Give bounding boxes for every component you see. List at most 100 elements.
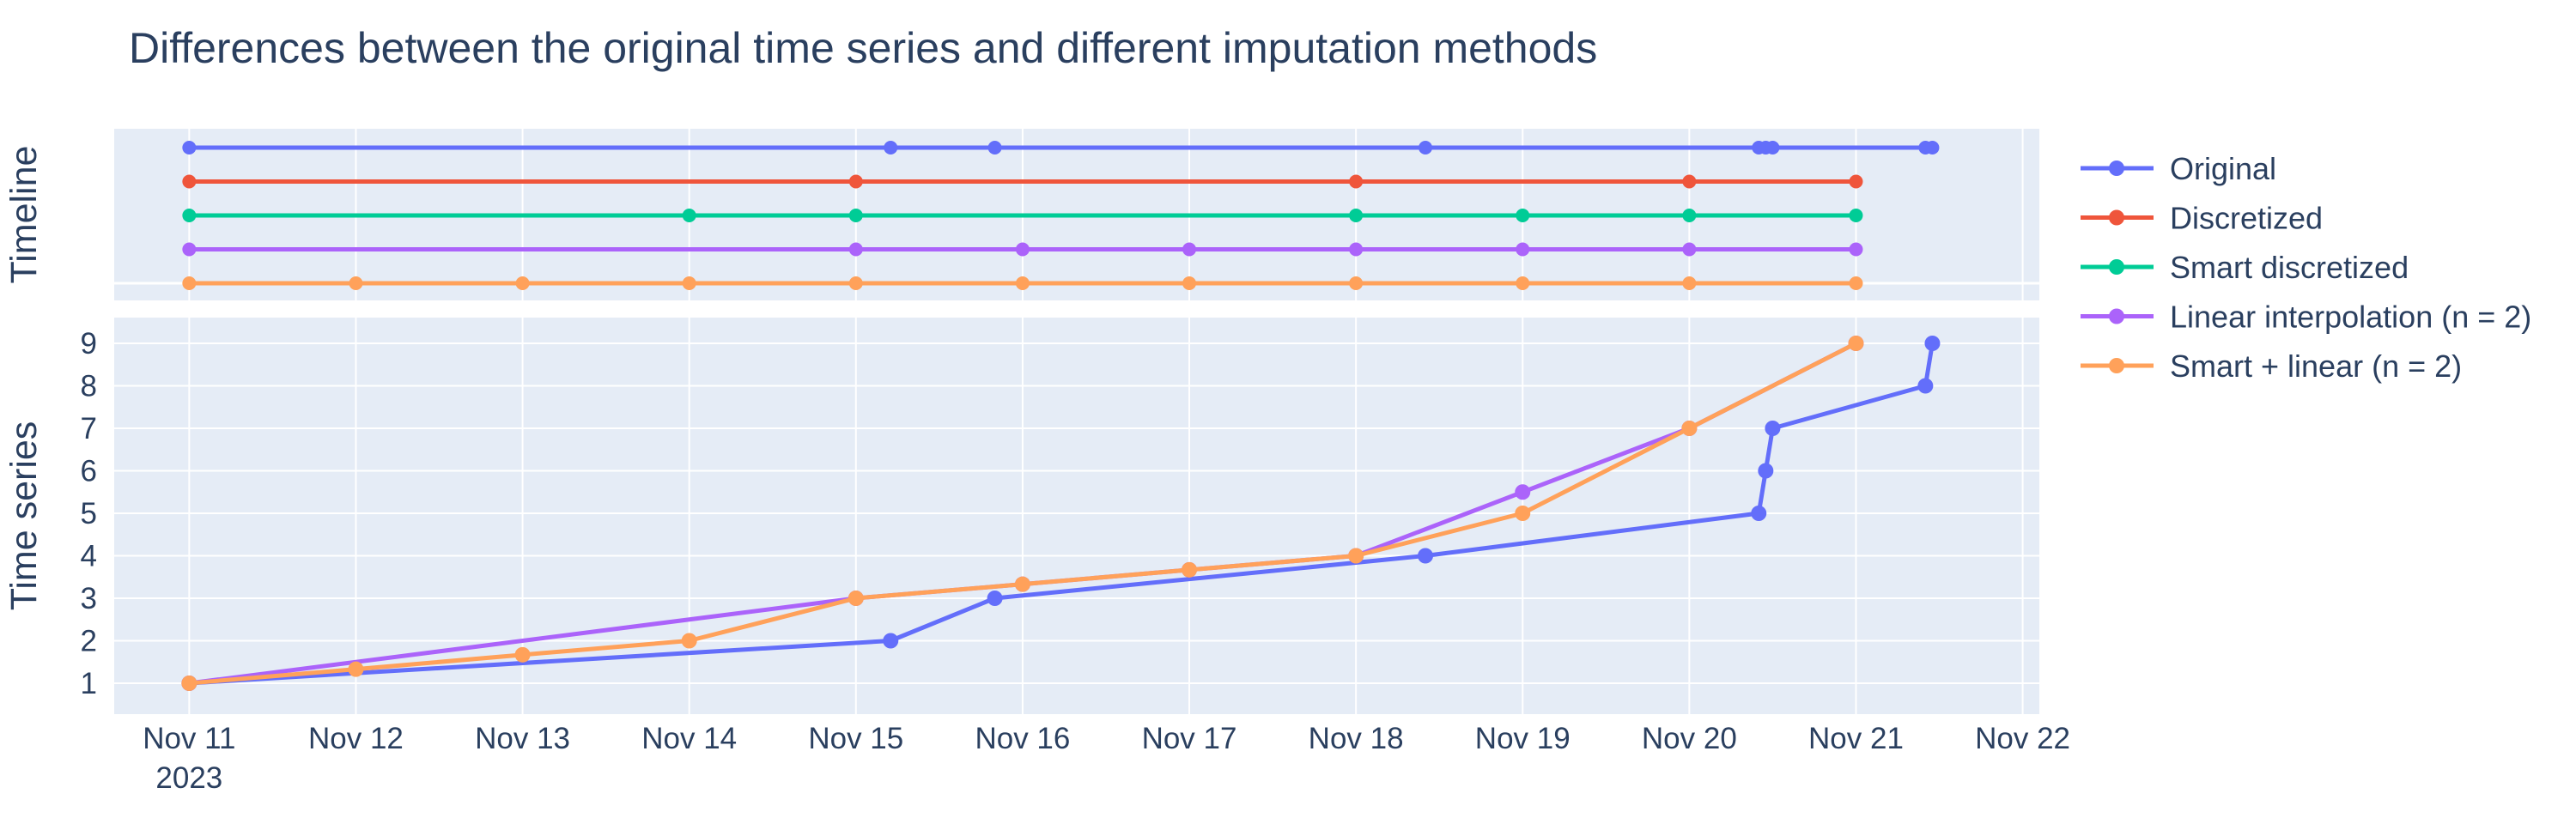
timeline-marker [1516,242,1530,257]
data-point [1515,484,1531,500]
timeline-marker [1015,276,1030,290]
legend-label: Original [2170,151,2276,186]
timeseries-series [181,336,1941,691]
timeline-marker [182,174,197,189]
legend-label: Smart + linear (n = 2) [2170,348,2462,384]
timeline-marker [682,209,696,222]
timeline-marker [182,276,197,290]
timeline-marker [1765,141,1780,154]
x-tick-label: Nov 17 [1142,722,1237,755]
chart-title: Differences between the original time se… [129,24,1597,72]
timeline-marker [1516,276,1530,290]
timeline-marker [987,141,1002,154]
timeline-marker [1849,276,1863,290]
timeline-marker [1849,242,1863,257]
timeline-marker [1682,276,1697,290]
timeline-marker [182,209,197,222]
timeline-marker [884,141,898,154]
data-point [1765,421,1781,436]
data-point [1418,548,1434,564]
x-tick-label: Nov 14 [641,722,737,755]
timeline-axis-title: Timeline [3,146,45,284]
data-point [181,676,197,691]
legend-item[interactable]: Smart discretized [2081,250,2409,285]
timeline-marker [515,276,530,290]
timeseries-plot-area [114,318,2039,714]
legend-marker [2109,308,2124,324]
timeline-marker [1682,174,1697,189]
timeline-marker [1516,209,1530,222]
x-tick-label: Nov 19 [1475,722,1571,755]
x-tick-label: Nov 20 [1642,722,1737,755]
timeline-marker [1849,174,1863,189]
y-tick-label: 9 [81,327,97,360]
y-tick-label: 8 [81,370,97,403]
timeline-marker [1349,242,1364,257]
timeline-marker [1349,276,1364,290]
y-tick-label: 2 [81,625,97,658]
legend[interactable]: Original Discretized Smart discretized Line… [2081,151,2531,384]
x-tick-label: Nov 13 [475,722,570,755]
data-point [1758,463,1774,479]
y-tick-label: 6 [81,455,97,488]
legend-marker [2109,209,2124,226]
timeline-marker [848,209,863,222]
data-point [1924,336,1941,351]
legend-item[interactable]: Smart + linear (n = 2) [2081,348,2462,384]
x-tick-label: Nov 22 [1975,722,2070,755]
legend-label: Linear interpolation (n = 2) [2170,300,2531,335]
legend-marker [2109,161,2124,176]
data-point [1182,561,1198,578]
timeline-marker [1015,242,1030,257]
legend-marker [2109,259,2124,275]
legend-label: Smart discretized [2170,250,2409,285]
data-point [514,646,531,663]
axis-ticks: Nov 11 Nov 12 Nov 13 Nov 14 Nov 15 Nov 16 Nov … [81,327,2071,795]
data-point [1348,548,1364,564]
x-tick-label: Nov 18 [1309,722,1404,755]
legend-marker [2109,358,2124,373]
y-tick-label: 1 [81,667,97,700]
x-tick-label: Nov 12 [308,722,404,755]
timeline-marker [1419,141,1433,154]
timeline-marker [1682,242,1697,257]
data-point [1917,378,1934,394]
x-tick-label: Nov 21 [1808,722,1904,755]
timeline-marker [1182,242,1197,257]
legend-item[interactable]: Linear interpolation (n = 2) [2081,300,2531,335]
timeline-marker [349,276,363,290]
data-point [1681,421,1698,436]
data-point [1751,506,1767,521]
x-tick-year-label: 2023 [155,761,222,795]
legend-item[interactable]: Original [2081,151,2276,186]
y-tick-label: 5 [81,497,97,530]
timeline-marker [1925,141,1940,154]
data-point [848,591,864,606]
legend-item[interactable]: Discretized [2081,201,2323,236]
x-tick-label: Nov 11 [143,722,235,755]
data-point [1848,336,1864,351]
timeline-marker [1349,174,1364,189]
data-point [1014,576,1030,592]
timeline-marker [682,276,696,290]
x-tick-label: Nov 16 [975,722,1070,755]
timeline-marker [1182,276,1197,290]
timeline-marker [848,174,863,189]
data-point [348,661,364,677]
data-point [1515,506,1531,521]
y-tick-label: 3 [81,582,97,615]
timeline-marker [1349,209,1364,222]
legend-label: Discretized [2170,201,2323,236]
timeline-series [182,141,1940,290]
data-point [883,633,899,649]
data-point [987,591,1003,606]
timeline-marker [848,242,863,257]
timeline-marker [182,242,197,257]
timeline-marker [848,276,863,290]
data-point [681,633,697,649]
timeline-marker [1682,209,1697,222]
y-tick-label: 7 [81,412,97,445]
timeseries-axis-title: Time series [3,421,45,611]
timeline-marker [182,141,197,154]
